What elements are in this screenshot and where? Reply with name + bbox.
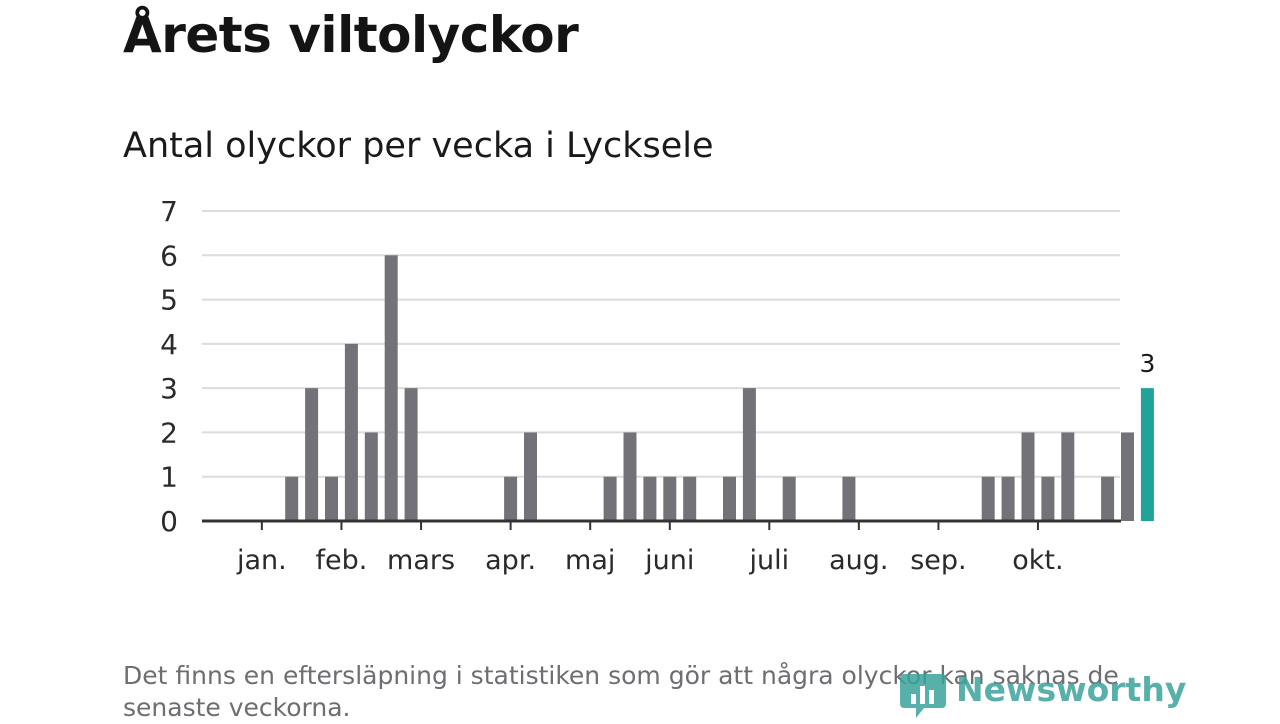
bar	[603, 476, 617, 521]
bar	[683, 476, 697, 521]
y-tick-label: 2	[160, 416, 178, 449]
bar-chart: 0 1 2 3 4 5 6 7 3 jan. feb. mars apr. maj juni juli aug.…	[160, 195, 1155, 576]
bar	[1101, 476, 1115, 521]
x-tick-label: maj	[565, 545, 615, 576]
newsworthy-logo-icon	[900, 674, 946, 718]
y-tick-label: 6	[160, 239, 178, 272]
y-tick-label: 1	[160, 461, 178, 494]
bar	[404, 388, 418, 521]
bar	[325, 476, 338, 521]
bar	[1021, 432, 1035, 521]
bar	[1061, 432, 1075, 521]
x-tick-label: feb.	[316, 545, 368, 576]
y-tick-label: 0	[160, 505, 178, 538]
x-tick-label: sep.	[910, 545, 966, 576]
bar	[364, 432, 378, 521]
x-tick-label: aug.	[829, 545, 888, 576]
bar	[623, 432, 637, 521]
x-tick-label: apr.	[485, 545, 536, 576]
x-tick-label: mars	[387, 545, 455, 576]
bar	[1001, 476, 1015, 521]
y-tick-label: 7	[160, 195, 178, 228]
chart-title: Årets viltolyckor	[123, 6, 579, 64]
newsworthy-logo: Newsworthy	[900, 664, 1186, 720]
bar	[305, 388, 319, 521]
y-tick-label: 5	[160, 284, 178, 317]
bar	[384, 255, 398, 522]
bar	[663, 476, 677, 521]
bar	[1121, 432, 1134, 521]
x-tick-label: jan.	[236, 545, 287, 576]
footnote: Det finns en eftersläpning i statistiken…	[123, 661, 1119, 722]
bar	[981, 476, 995, 521]
brand-name: Newsworthy	[956, 670, 1187, 709]
bar	[1041, 476, 1055, 521]
y-tick-label: 3	[160, 372, 178, 405]
data-label: 3	[1139, 349, 1155, 378]
bar	[344, 343, 358, 521]
x-tick-label: okt.	[1012, 545, 1063, 576]
bar	[742, 388, 756, 521]
chart-subtitle: Antal olyckor per vecka i Lycksele	[123, 126, 714, 166]
bar-highlight	[1140, 388, 1154, 521]
bar	[782, 476, 796, 521]
x-tick-label: juni	[644, 545, 694, 576]
y-tick-label: 4	[160, 328, 178, 361]
x-tick-label: juli	[748, 545, 789, 576]
bar	[643, 476, 657, 521]
bar	[723, 476, 736, 521]
bar	[504, 476, 518, 521]
bar	[842, 476, 856, 521]
bar	[524, 432, 537, 521]
bar	[285, 476, 299, 521]
